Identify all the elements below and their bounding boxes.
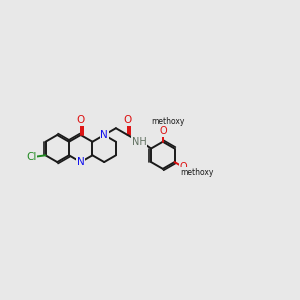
Text: O: O (180, 162, 187, 172)
Text: N: N (100, 130, 108, 140)
Text: O: O (76, 115, 85, 125)
Text: methoxy: methoxy (151, 117, 184, 126)
Text: O: O (124, 115, 132, 125)
Text: NH: NH (132, 137, 147, 147)
Text: Cl: Cl (26, 152, 36, 162)
Text: N: N (77, 157, 85, 167)
Text: methoxy: methoxy (180, 168, 214, 177)
Text: O: O (159, 127, 166, 136)
